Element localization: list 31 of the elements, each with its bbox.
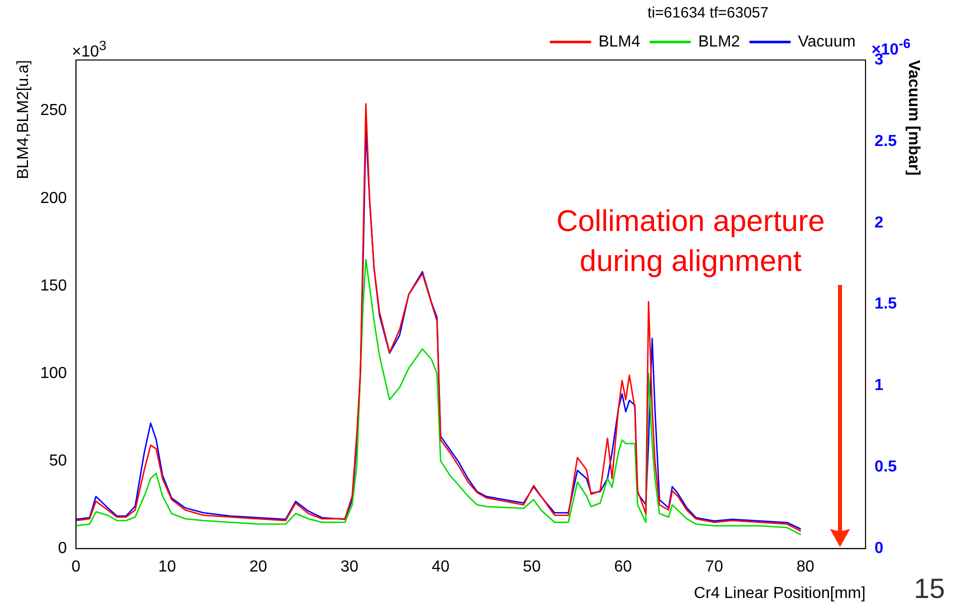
y-axis-title: BLM4,BLM2[u.a] — [15, 60, 32, 180]
legend-label: Vacuum — [798, 33, 856, 50]
x-tick-label: 50 — [522, 558, 541, 576]
y2-tick-label: 0.5 — [874, 458, 897, 476]
y-tick-label: 200 — [40, 190, 67, 207]
legend-title: ti=61634 tf=63057 — [648, 4, 768, 22]
y2-tick-label: 0 — [874, 540, 884, 558]
y2-tick-label: 2 — [874, 214, 884, 232]
y-tick-label: 0 — [58, 540, 67, 558]
x-tick-label: 10 — [158, 558, 176, 576]
y2-axis-title: Vacuum [mbar] — [904, 60, 922, 176]
x-tick-label: 0 — [71, 558, 80, 576]
x-axis-title: Cr4 Linear Position[mm] — [694, 584, 866, 602]
x-tick-label: 30 — [340, 558, 358, 576]
legend-label: BLM4 — [598, 33, 640, 50]
y-tick-label: 150 — [40, 277, 67, 294]
legend-label: BLM2 — [698, 33, 740, 50]
x-tick-label: 80 — [796, 558, 814, 576]
y2-tick-label: 1 — [874, 377, 884, 394]
y-tick-label: 250 — [40, 102, 67, 120]
y2-tick-label: 1.5 — [874, 296, 897, 313]
x-tick-label: 40 — [432, 558, 450, 576]
annotation: ×10$^{3}$ — [72, 38, 106, 62]
annotation: Collimation aperture during alignment — [555, 204, 826, 280]
y-tick-label: 100 — [40, 364, 67, 382]
x-tick-label: 20 — [249, 558, 268, 576]
x-tick-label: 70 — [705, 558, 724, 576]
y2-tick-label: 2.5 — [874, 132, 897, 150]
y-tick-label: 50 — [49, 452, 67, 470]
text: 15 — [914, 573, 945, 605]
x-tick-label: 60 — [614, 558, 632, 576]
